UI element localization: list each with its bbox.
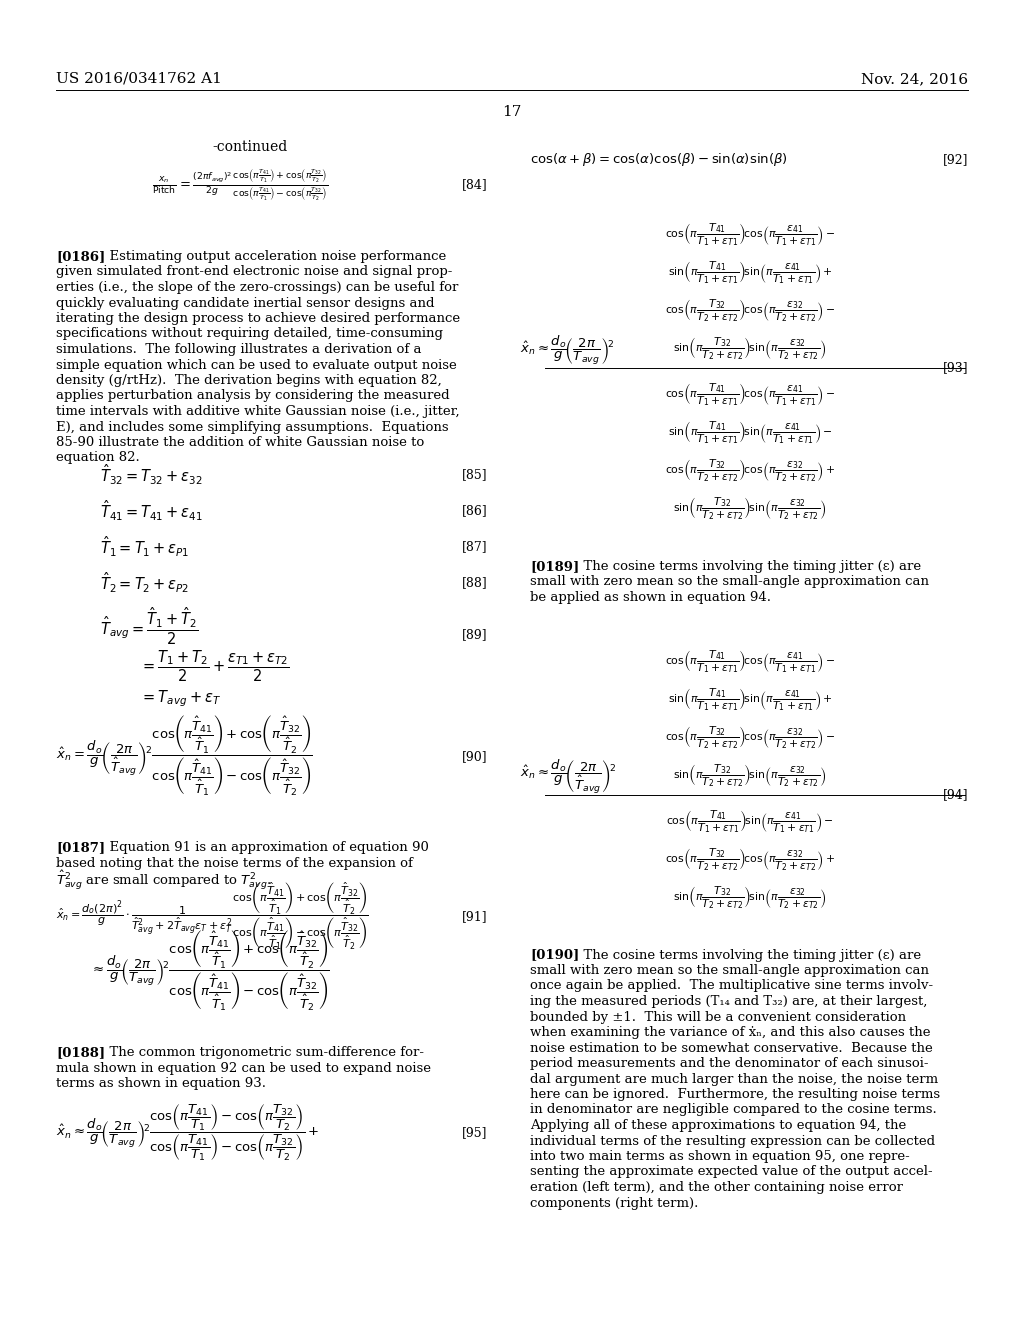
Text: simple equation which can be used to evaluate output noise: simple equation which can be used to eva… [56, 359, 457, 371]
Text: $\hat{T}_{41} = T_{41} + \varepsilon_{41}$: $\hat{T}_{41} = T_{41} + \varepsilon_{41… [100, 499, 203, 523]
Text: $= T_{avg} + \varepsilon_T$: $= T_{avg} + \varepsilon_T$ [140, 688, 221, 709]
Text: The common trigonometric sum-difference for-: The common trigonometric sum-difference … [101, 1047, 424, 1059]
Text: in denominator are negligible compared to the cosine terms.: in denominator are negligible compared t… [530, 1104, 937, 1117]
Text: $\hat{T}_{avg}^{2}$ are small compared to $T_{avg}^{2}$.: $\hat{T}_{avg}^{2}$ are small compared t… [56, 869, 271, 892]
Text: Equation 91 is an approximation of equation 90: Equation 91 is an approximation of equat… [101, 841, 429, 854]
Text: small with zero mean so the small-angle approximation can: small with zero mean so the small-angle … [530, 964, 929, 977]
Text: Estimating output acceleration noise performance: Estimating output acceleration noise per… [101, 249, 446, 263]
Text: US 2016/0341762 A1: US 2016/0341762 A1 [56, 73, 222, 86]
Text: [0188]: [0188] [56, 1047, 105, 1059]
Text: $= \dfrac{T_1 + T_2}{2} + \dfrac{\varepsilon_{T1} + \varepsilon_{T2}}{2}$: $= \dfrac{T_1 + T_2}{2} + \dfrac{\vareps… [140, 648, 290, 684]
Text: -continued: -continued [212, 140, 288, 154]
Text: equation 82.: equation 82. [56, 451, 139, 465]
Text: $\sin\!\left(\pi\dfrac{T_{41}}{T_1+\varepsilon_{T1}}\right)\!\sin\!\left(\pi\dfr: $\sin\!\left(\pi\dfrac{T_{41}}{T_1+\vare… [668, 260, 833, 286]
Text: [94]: [94] [942, 788, 968, 801]
Text: simulations.  The following illustrates a derivation of a: simulations. The following illustrates a… [56, 343, 422, 356]
Text: $\cos\!\left(\pi\dfrac{T_{41}}{T_1+\varepsilon_{T1}}\right)\!\cos\!\left(\pi\dfr: $\cos\!\left(\pi\dfrac{T_{41}}{T_1+\vare… [665, 648, 836, 675]
Text: $\hat{T}_{32} = T_{32} + \varepsilon_{32}$: $\hat{T}_{32} = T_{32} + \varepsilon_{32… [100, 463, 203, 487]
Text: $\hat{x}_n = \dfrac{d_o(2\pi)^2}{g} \cdot \dfrac{1}{\hat{T}_{avg}^2 + 2\hat{T}_{: $\hat{x}_n = \dfrac{d_o(2\pi)^2}{g} \cdo… [56, 880, 369, 952]
Text: [0189]: [0189] [530, 560, 580, 573]
Text: period measurements and the denominator of each sinusoi-: period measurements and the denominator … [530, 1057, 929, 1071]
Text: dal argument are much larger than the noise, the noise term: dal argument are much larger than the no… [530, 1072, 938, 1085]
Text: bounded by ±1.  This will be a convenient consideration: bounded by ±1. This will be a convenient… [530, 1011, 906, 1023]
Text: [0186]: [0186] [56, 249, 105, 263]
Text: [84]: [84] [462, 178, 487, 191]
Text: [0190]: [0190] [530, 949, 580, 961]
Text: $\sin\!\left(\pi\dfrac{T_{32}}{T_2+\varepsilon_{T2}}\right)\!\sin\!\left(\pi\dfr: $\sin\!\left(\pi\dfrac{T_{32}}{T_2+\vare… [674, 495, 826, 523]
Text: [95]: [95] [462, 1126, 487, 1139]
Text: senting the approximate expected value of the output accel-: senting the approximate expected value o… [530, 1166, 933, 1179]
Text: erties (i.e., the slope of the zero-crossings) can be useful for: erties (i.e., the slope of the zero-cros… [56, 281, 459, 294]
Text: individual terms of the resulting expression can be collected: individual terms of the resulting expres… [530, 1134, 935, 1147]
Text: $\sin\!\left(\pi\dfrac{T_{41}}{T_1+\varepsilon_{T1}}\right)\!\sin\!\left(\pi\dfr: $\sin\!\left(\pi\dfrac{T_{41}}{T_1+\vare… [668, 686, 833, 713]
Text: specifications without requiring detailed, time-consuming: specifications without requiring detaile… [56, 327, 443, 341]
Text: Nov. 24, 2016: Nov. 24, 2016 [861, 73, 968, 86]
Text: The cosine terms involving the timing jitter (ε) are: The cosine terms involving the timing ji… [575, 560, 922, 573]
Text: $\hat{T}_1 = T_1 + \varepsilon_{P1}$: $\hat{T}_1 = T_1 + \varepsilon_{P1}$ [100, 535, 189, 560]
Text: based noting that the noise terms of the expansion of: based noting that the noise terms of the… [56, 857, 413, 870]
Text: $\cos\!\left(\pi\dfrac{T_{41}}{T_1+\varepsilon_{T1}}\right)\!\sin\!\left(\pi\dfr: $\cos\!\left(\pi\dfrac{T_{41}}{T_1+\vare… [667, 808, 834, 834]
Text: [89]: [89] [462, 628, 487, 640]
Text: be applied as shown in equation 94.: be applied as shown in equation 94. [530, 591, 771, 605]
Text: once again be applied.  The multiplicative sine terms involv-: once again be applied. The multiplicativ… [530, 979, 933, 993]
Text: $\sin\!\left(\pi\dfrac{T_{32}}{T_2+\varepsilon_{T2}}\right)\!\sin\!\left(\pi\dfr: $\sin\!\left(\pi\dfrac{T_{32}}{T_2+\vare… [674, 883, 826, 911]
Text: density (g/rtHz).  The derivation begins with equation 82,: density (g/rtHz). The derivation begins … [56, 374, 441, 387]
Text: $\hat{x}_n = \dfrac{d_o}{g}\!\left(\dfrac{2\pi}{\hat{T}_{avg}}\right)^{\!2}\dfra: $\hat{x}_n = \dfrac{d_o}{g}\!\left(\dfra… [56, 714, 312, 799]
Text: terms as shown in equation 93.: terms as shown in equation 93. [56, 1077, 266, 1090]
Text: time intervals with additive white Gaussian noise (i.e., jitter,: time intervals with additive white Gauss… [56, 405, 460, 418]
Text: $\sin\!\left(\pi\dfrac{T_{32}}{T_2+\varepsilon_{T2}}\right)\!\sin\!\left(\pi\dfr: $\sin\!\left(\pi\dfrac{T_{32}}{T_2+\vare… [674, 335, 826, 363]
Text: $\hat{x}_n \approx \dfrac{d_o}{g}\!\left(\dfrac{2\pi}{T_{avg}}\right)^{\!2}\dfra: $\hat{x}_n \approx \dfrac{d_o}{g}\!\left… [56, 1102, 319, 1163]
Text: [85]: [85] [462, 469, 487, 482]
Text: 17: 17 [503, 106, 521, 119]
Text: components (right term).: components (right term). [530, 1196, 698, 1209]
Text: mula shown in equation 92 can be used to expand noise: mula shown in equation 92 can be used to… [56, 1061, 431, 1074]
Text: $\cos\!\left(\pi\dfrac{T_{32}}{T_2+\varepsilon_{T2}}\right)\!\cos\!\left(\pi\dfr: $\cos\!\left(\pi\dfrac{T_{32}}{T_2+\vare… [665, 457, 836, 484]
Text: $\cos\!\left(\pi\dfrac{T_{32}}{T_2+\varepsilon_{T2}}\right)\!\cos\!\left(\pi\dfr: $\cos\!\left(\pi\dfrac{T_{32}}{T_2+\vare… [665, 846, 836, 873]
Text: $\cos\!\left(\pi\dfrac{T_{41}}{T_1+\varepsilon_{T1}}\right)\!\cos\!\left(\pi\dfr: $\cos\!\left(\pi\dfrac{T_{41}}{T_1+\vare… [665, 381, 836, 408]
Text: noise estimation to be somewhat conservative.  Because the: noise estimation to be somewhat conserva… [530, 1041, 933, 1055]
Text: $\cos(\alpha + \beta) = \cos(\alpha)\cos(\beta) - \sin(\alpha)\sin(\beta)$: $\cos(\alpha + \beta) = \cos(\alpha)\cos… [530, 152, 787, 169]
Text: small with zero mean so the small-angle approximation can: small with zero mean so the small-angle … [530, 576, 929, 589]
Text: $\cos\!\left(\pi\dfrac{T_{41}}{T_1+\varepsilon_{T1}}\right)\!\cos\!\left(\pi\dfr: $\cos\!\left(\pi\dfrac{T_{41}}{T_1+\vare… [665, 222, 836, 248]
Text: $\frac{x_n}{\mathrm{Pitch}} = \frac{(2\pi f_{avg})^2}{2g}\frac{\cos\!\left(\pi\f: $\frac{x_n}{\mathrm{Pitch}} = \frac{(2\p… [152, 168, 328, 203]
Text: 85-90 illustrate the addition of white Gaussian noise to: 85-90 illustrate the addition of white G… [56, 436, 424, 449]
Text: [90]: [90] [462, 750, 487, 763]
Text: [92]: [92] [942, 153, 968, 166]
Text: given simulated front-end electronic noise and signal prop-: given simulated front-end electronic noi… [56, 265, 453, 279]
Text: [91]: [91] [462, 909, 487, 923]
Text: $\hat{T}_2 = T_2 + \varepsilon_{P2}$: $\hat{T}_2 = T_2 + \varepsilon_{P2}$ [100, 570, 189, 595]
Text: applies perturbation analysis by considering the measured: applies perturbation analysis by conside… [56, 389, 450, 403]
Text: $\cos\!\left(\pi\dfrac{T_{32}}{T_2+\varepsilon_{T2}}\right)\!\cos\!\left(\pi\dfr: $\cos\!\left(\pi\dfrac{T_{32}}{T_2+\vare… [665, 297, 836, 325]
Text: here can be ignored.  Furthermore, the resulting noise terms: here can be ignored. Furthermore, the re… [530, 1088, 940, 1101]
Text: $\sin\!\left(\pi\dfrac{T_{41}}{T_1+\varepsilon_{T1}}\right)\!\sin\!\left(\pi\dfr: $\sin\!\left(\pi\dfrac{T_{41}}{T_1+\vare… [668, 420, 833, 446]
Text: E), and includes some simplifying assumptions.  Equations: E), and includes some simplifying assump… [56, 421, 449, 433]
Text: ing the measured periods (T₁₄ and T₃₂) are, at their largest,: ing the measured periods (T₁₄ and T₃₂) a… [530, 995, 928, 1008]
Text: $\cos\!\left(\pi\dfrac{T_{32}}{T_2+\varepsilon_{T2}}\right)\!\cos\!\left(\pi\dfr: $\cos\!\left(\pi\dfrac{T_{32}}{T_2+\vare… [665, 723, 836, 751]
Text: when examining the variance of ẋₙ, and this also causes the: when examining the variance of ẋₙ, and t… [530, 1026, 931, 1039]
Text: [88]: [88] [462, 577, 487, 590]
Text: iterating the design process to achieve desired performance: iterating the design process to achieve … [56, 312, 460, 325]
Text: [93]: [93] [942, 362, 968, 375]
Text: $\hat{x}_n \approx \dfrac{d_o}{g}\!\left(\dfrac{2\pi}{T_{avg}}\right)^{\!2}$: $\hat{x}_n \approx \dfrac{d_o}{g}\!\left… [520, 334, 614, 367]
Text: [86]: [86] [462, 504, 487, 517]
Text: $\sin\!\left(\pi\dfrac{T_{32}}{T_2+\varepsilon_{T2}}\right)\!\sin\!\left(\pi\dfr: $\sin\!\left(\pi\dfrac{T_{32}}{T_2+\vare… [674, 762, 826, 789]
Text: quickly evaluating candidate inertial sensor designs and: quickly evaluating candidate inertial se… [56, 297, 434, 309]
Text: eration (left term), and the other containing noise error: eration (left term), and the other conta… [530, 1181, 903, 1195]
Text: into two main terms as shown in equation 95, one repre-: into two main terms as shown in equation… [530, 1150, 909, 1163]
Text: Applying all of these approximations to equation 94, the: Applying all of these approximations to … [530, 1119, 906, 1133]
Text: $\approx \dfrac{d_o}{g}\!\left(\dfrac{2\pi}{T_{avg}}\right)^{\!2}\dfrac{\cos\!\l: $\approx \dfrac{d_o}{g}\!\left(\dfrac{2\… [90, 929, 330, 1014]
Text: The cosine terms involving the timing jitter (ε) are: The cosine terms involving the timing ji… [575, 949, 922, 961]
Text: [0187]: [0187] [56, 841, 105, 854]
Text: $\hat{x}_n \approx \dfrac{d_o}{g}\!\left(\dfrac{2\pi}{\hat{T}_{avg}}\right)^{\!2: $\hat{x}_n \approx \dfrac{d_o}{g}\!\left… [520, 758, 616, 796]
Text: $\hat{T}_{avg} = \dfrac{\hat{T}_1 + \hat{T}_2}{2}$: $\hat{T}_{avg} = \dfrac{\hat{T}_1 + \hat… [100, 606, 199, 647]
Text: [87]: [87] [462, 540, 487, 553]
